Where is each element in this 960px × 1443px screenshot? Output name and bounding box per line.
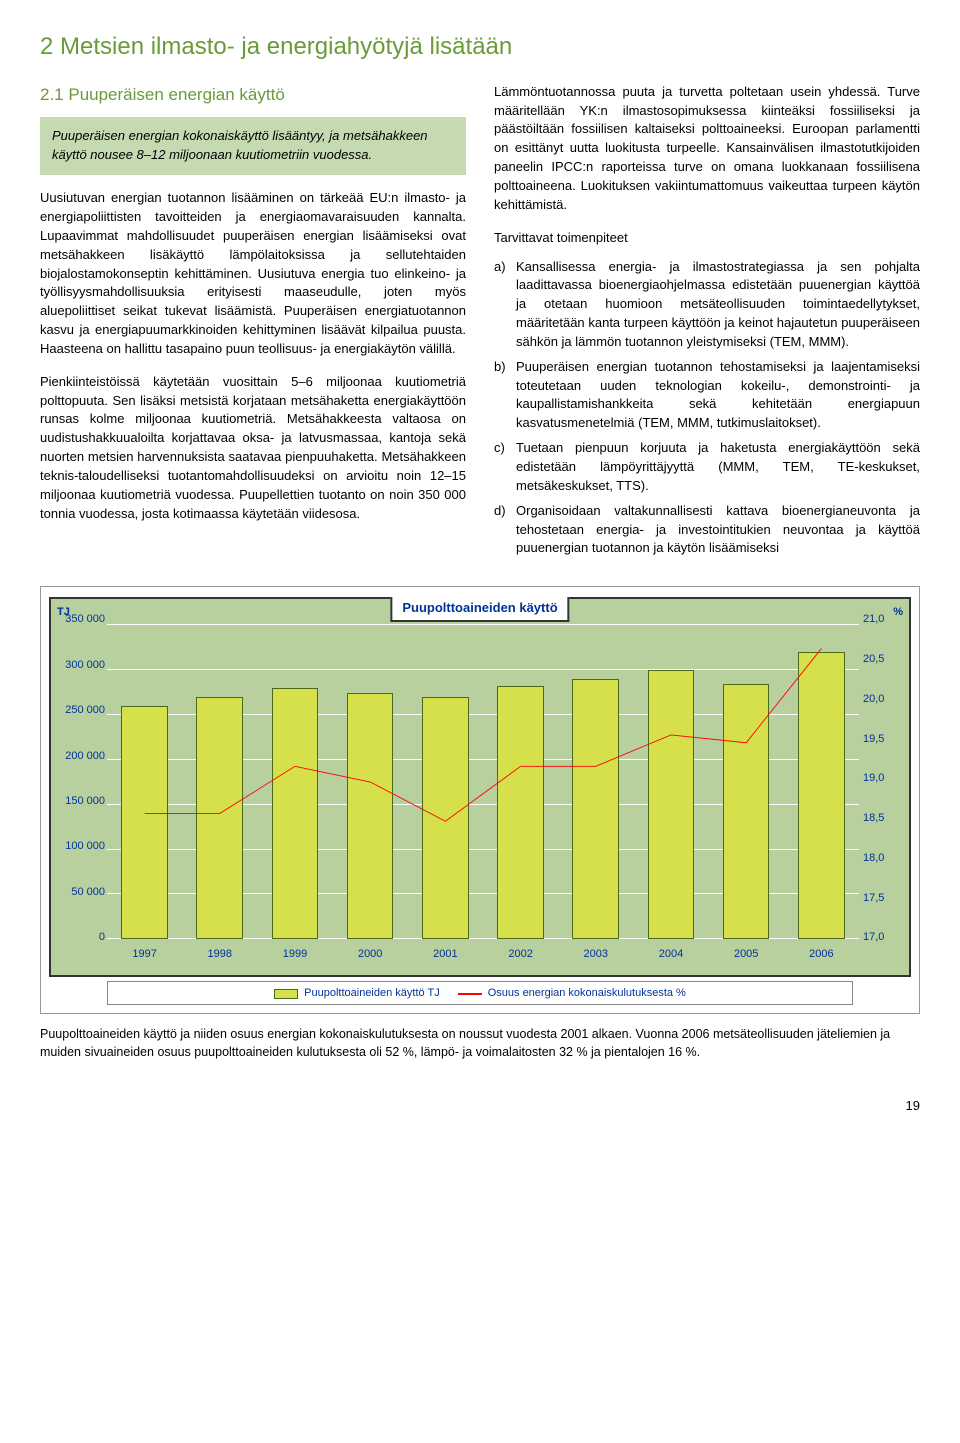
body-paragraph: Uusiutuvan energian tuotannon lisääminen…: [40, 189, 466, 359]
body-paragraph: Pienkiinteistöissä käytetään vuosittain …: [40, 373, 466, 524]
bar-swatch-icon: [274, 989, 298, 999]
measure-letter: b): [494, 358, 516, 433]
measure-item: a)Kansallisessa energia- ja ilmastostrat…: [494, 258, 920, 352]
legend-bar-label: Puupolttoaineiden käyttö TJ: [304, 986, 440, 1002]
y-tick-right: 17,0: [863, 930, 903, 946]
two-column-layout: 2.1 Puuperäisen energian käyttö Puuperäi…: [40, 83, 920, 564]
x-tick-label: 1997: [132, 947, 156, 963]
x-tick-label: 2004: [659, 947, 683, 963]
y-tick-left: 300 000: [57, 658, 105, 674]
x-tick-label: 2005: [734, 947, 758, 963]
y-tick-right: 19,5: [863, 732, 903, 748]
left-column: 2.1 Puuperäisen energian käyttö Puuperäi…: [40, 83, 466, 564]
y-tick-right: 19,0: [863, 771, 903, 787]
y-tick-left: 250 000: [57, 703, 105, 719]
measure-item: d)Organisoidaan valtakunnallisesti katta…: [494, 502, 920, 559]
chart-area: Puupolttoaineiden käyttö TJ % 050 000100…: [49, 597, 911, 977]
y-tick-left: 100 000: [57, 839, 105, 855]
x-tick-label: 1999: [283, 947, 307, 963]
y-tick-right: 18,0: [863, 851, 903, 867]
measure-item: c)Tuetaan pienpuun korjuuta ja haketusta…: [494, 439, 920, 496]
body-paragraph: Lämmöntuotannossa puuta ja turvetta polt…: [494, 83, 920, 215]
section-title: 2 Metsien ilmasto- ja energiahyötyjä lis…: [40, 30, 920, 65]
measure-text: Tuetaan pienpuun korjuuta ja haketusta e…: [516, 439, 920, 496]
y-tick-right: 18,5: [863, 811, 903, 827]
plot-region: [107, 625, 859, 939]
measure-item: b)Puuperäisen energian tuotannon tehosta…: [494, 358, 920, 433]
x-tick-label: 2000: [358, 947, 382, 963]
measure-text: Organisoidaan valtakunnallisesti kattava…: [516, 502, 920, 559]
measure-letter: a): [494, 258, 516, 352]
measure-text: Puuperäisen energian tuotannon tehostami…: [516, 358, 920, 433]
subsection-title: 2.1 Puuperäisen energian käyttö: [40, 83, 466, 108]
chart-frame: Puupolttoaineiden käyttö TJ % 050 000100…: [40, 586, 920, 1014]
line-swatch-icon: [458, 993, 482, 995]
x-tick-label: 1998: [208, 947, 232, 963]
chart-title: Puupolttoaineiden käyttö: [390, 597, 569, 622]
legend-item-line: Osuus energian kokonaiskulutuksesta %: [458, 986, 686, 1002]
x-tick-label: 2001: [433, 947, 457, 963]
legend-line-label: Osuus energian kokonaiskulutuksesta %: [488, 986, 686, 1002]
y-tick-left: 50 000: [57, 885, 105, 901]
measure-letter: c): [494, 439, 516, 496]
chart-legend: Puupolttoaineiden käyttö TJ Osuus energi…: [107, 981, 853, 1005]
measures-heading: Tarvittavat toimenpiteet: [494, 229, 920, 248]
x-tick-label: 2006: [809, 947, 833, 963]
y-tick-right: 20,5: [863, 652, 903, 668]
y-tick-left: 150 000: [57, 794, 105, 810]
measure-letter: d): [494, 502, 516, 559]
y-tick-left: 350 000: [57, 612, 105, 628]
chart-caption: Puupolttoaineiden käyttö ja niiden osuus…: [40, 1026, 920, 1061]
measures-list: a)Kansallisessa energia- ja ilmastostrat…: [494, 258, 920, 559]
y-tick-right: 21,0: [863, 612, 903, 628]
intro-box: Puuperäisen energian kokonaiskäyttö lisä…: [40, 117, 466, 175]
y-tick-right: 20,0: [863, 692, 903, 708]
y-tick-right: 17,5: [863, 891, 903, 907]
legend-item-bar: Puupolttoaineiden käyttö TJ: [274, 986, 440, 1002]
right-column: Lämmöntuotannossa puuta ja turvetta polt…: [494, 83, 920, 564]
x-tick-label: 2002: [508, 947, 532, 963]
measure-text: Kansallisessa energia- ja ilmastostrateg…: [516, 258, 920, 352]
page-number: 19: [40, 1097, 920, 1116]
y-tick-left: 200 000: [57, 749, 105, 765]
line-overlay: [107, 625, 859, 939]
y-tick-left: 0: [57, 930, 105, 946]
x-tick-label: 2003: [584, 947, 608, 963]
